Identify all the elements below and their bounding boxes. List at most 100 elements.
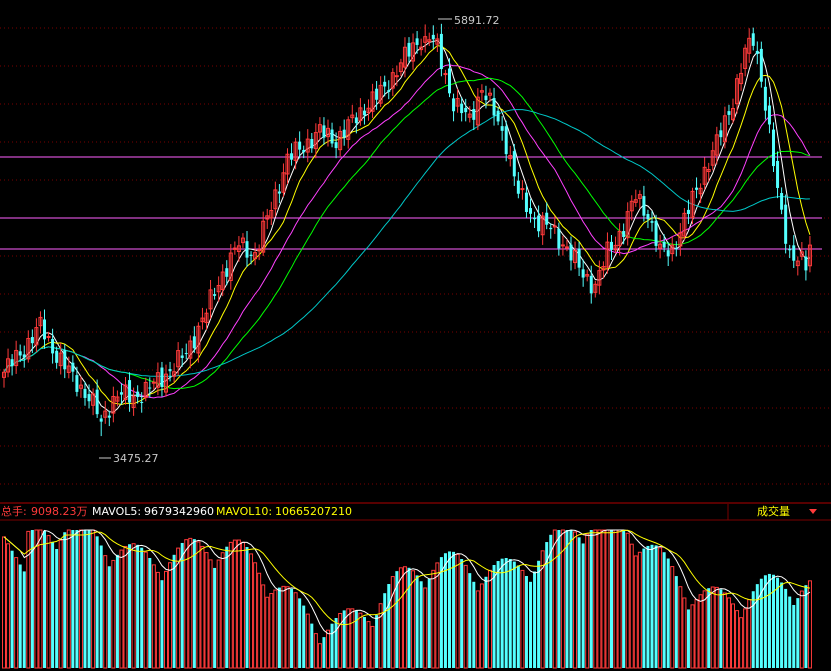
candle-body-down	[51, 338, 55, 354]
volume-bar-down	[71, 530, 75, 668]
candle-body-up	[66, 365, 71, 373]
volume-bar-down	[140, 547, 144, 668]
volume-bar-down	[322, 637, 326, 668]
candle-body-down	[375, 88, 379, 100]
volume-bar-up	[196, 541, 201, 669]
volume-bar-up	[670, 566, 675, 669]
candle-body-down	[298, 141, 302, 150]
volume-bar-down	[784, 588, 788, 668]
volume-bar-up	[585, 533, 590, 669]
candle-body-down	[452, 98, 456, 112]
indicator-selector[interactable]: 成交量	[727, 504, 817, 520]
ma10-line	[3, 45, 811, 406]
volume-bar-down	[654, 545, 658, 668]
candle-body-down	[767, 105, 771, 125]
candle-body-up	[698, 187, 703, 195]
volume-bar-up	[91, 529, 96, 669]
candle-body-up	[358, 107, 363, 122]
volume-bar-up	[722, 592, 727, 669]
volume-bar-up	[678, 586, 683, 669]
candle-body-down	[160, 367, 164, 387]
volume-bar-up	[317, 643, 322, 669]
volume-bar-down	[796, 598, 800, 668]
candle-body-up	[735, 78, 740, 105]
volume-bar-up	[164, 570, 168, 669]
volume-bar-down	[755, 584, 759, 668]
volume-bar-down	[545, 542, 549, 668]
candle-body-up	[34, 327, 39, 346]
volume-bar-up	[216, 559, 221, 669]
volume-bar-up	[208, 559, 213, 669]
candle-body-down	[168, 369, 172, 372]
volume-bar-up	[236, 539, 241, 669]
candle-body-up	[702, 166, 707, 185]
candle-body-up	[795, 260, 800, 267]
volume-bar-up	[617, 529, 622, 669]
volume-bar-down	[516, 565, 520, 668]
volume-bar-down	[180, 542, 184, 668]
volume-bar-down	[666, 558, 670, 668]
volume-bar-down	[55, 549, 59, 668]
candle-body-up	[2, 371, 6, 378]
volume-bar-down	[439, 557, 443, 668]
candle-body-down	[784, 204, 788, 244]
volume-bar-up	[637, 551, 642, 669]
candle-body-up	[488, 92, 492, 96]
candle-body-up	[799, 251, 804, 257]
volume-bar-down	[763, 575, 767, 668]
volume-bar-up	[293, 592, 298, 669]
candle-body-down	[545, 212, 549, 225]
volume-bar-up	[479, 583, 484, 669]
volume-bar-up	[34, 529, 39, 669]
mavol10-value: 10665207210	[275, 505, 352, 518]
volume-bar-up	[111, 559, 116, 669]
candle-body-down	[650, 221, 654, 223]
candle-body-up	[281, 172, 286, 193]
volume-moving-averages	[3, 529, 811, 635]
volume-bar-down	[589, 530, 593, 668]
candle-body-down	[136, 391, 140, 397]
candle-body-down	[776, 160, 780, 188]
candle-body-up	[540, 215, 545, 236]
volume-bar-up	[204, 552, 209, 669]
volume-bar-up	[714, 586, 719, 669]
volume-bar-down	[472, 581, 476, 668]
candle-body-down	[249, 254, 253, 256]
candle-body-up	[419, 46, 424, 51]
candle-body-up	[115, 396, 120, 402]
volume-bar-down	[395, 571, 399, 668]
candle-body-down	[772, 129, 775, 167]
volume-bar-down	[500, 558, 504, 668]
triangle-down-icon[interactable]	[809, 509, 817, 514]
volume-bar-down	[375, 615, 379, 668]
volume-bar-down	[107, 566, 111, 668]
mavol5-line	[3, 529, 811, 635]
candle-body-up	[585, 274, 590, 277]
volume-bar-down	[674, 576, 678, 668]
volume-bar-up	[739, 617, 744, 669]
volume-bar-down	[290, 588, 294, 668]
candle-body-up	[257, 249, 262, 252]
volume-bar-up	[390, 576, 395, 669]
candle-body-up	[427, 39, 432, 42]
volume-bar-down	[87, 530, 91, 668]
volume-bar-up	[540, 550, 545, 669]
candle-body-down	[415, 38, 419, 45]
candle-body-down	[63, 350, 67, 370]
volume-bar-up	[326, 629, 330, 669]
candle-body-down	[140, 402, 144, 404]
candle-body-up	[597, 270, 602, 286]
candle-body-down	[22, 354, 26, 358]
volume-bar-down	[646, 545, 650, 668]
low-value-label: 3475.27	[113, 452, 159, 465]
volume-bar-down	[719, 589, 723, 668]
volume-bar-up	[747, 599, 752, 669]
volume-bar-up	[58, 539, 63, 669]
candle-body-down	[686, 209, 690, 214]
volume-bar-down	[512, 561, 516, 668]
volume-bar-down	[302, 605, 306, 668]
candle-body-up	[273, 189, 278, 210]
candle-body-down	[512, 151, 516, 177]
volume-bar-down	[504, 557, 508, 668]
